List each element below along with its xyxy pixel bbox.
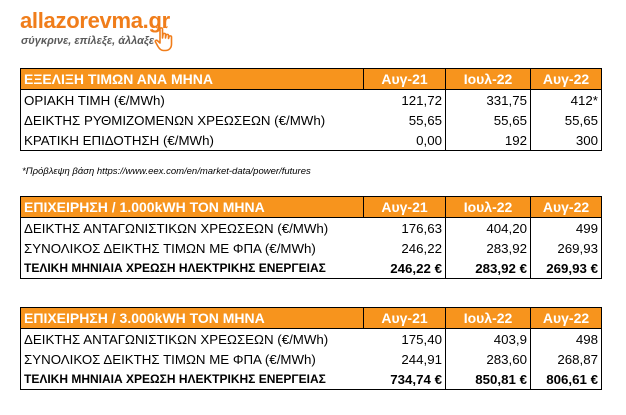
brand-logo: allazorevma.gr σύγκρινε, επίλεξε, άλλαξε <box>20 8 180 56</box>
cell-value: 499 <box>530 217 602 238</box>
brand-tagline: σύγκρινε, επίλεξε, άλλαξε <box>21 35 155 47</box>
cell-value: 121,72 <box>363 89 446 110</box>
cell-value: 0,00 <box>363 130 446 151</box>
business-3000kwh-table: ΕΠΙΧΕΙΡΗΣΗ / 3.000kWH ΤΟΝ ΜΗΝΑ Αυγ-21 Ιο… <box>20 307 602 390</box>
price-evolution-table: ΕΞΕΛΙΞΗ ΤΙΜΩΝ ΑΝΑ ΜΗΝΑ Αυγ-21 Ιουλ-22 Αυ… <box>20 68 602 151</box>
cell-value: 269,93 € <box>530 258 602 279</box>
row-label: ΣΥΝΟΛΙΚΟΣ ΔΕΙΚΤΗΣ ΤΙΜΩΝ ΜΕ ΦΠΑ (€/MWh) <box>20 349 364 369</box>
cell-value: 283,60 <box>445 349 531 369</box>
cell-value: 55,65 <box>445 110 531 130</box>
row-label: ΔΕΙΚΤΗΣ ΑΝΤΑΓΩΝΙΣΤΙΚΩΝ ΧΡΕΩΣΕΩΝ (€/MWh) <box>20 217 364 238</box>
table-row: ΣΥΝΟΛΙΚΟΣ ΔΕΙΚΤΗΣ ΤΙΜΩΝ ΜΕ ΦΠΑ (€/MWh) 2… <box>20 238 602 258</box>
table-title: ΕΠΙΧΕΙΡΗΣΗ / 3.000kWH ΤΟΝ ΜΗΝΑ <box>20 307 364 329</box>
row-label: ΣΥΝΟΛΙΚΟΣ ΔΕΙΚΤΗΣ ΤΙΜΩΝ ΜΕ ΦΠΑ (€/MWh) <box>20 238 364 258</box>
cell-value: 244,91 <box>363 349 446 369</box>
brand-name: allazorevma.gr <box>20 8 170 33</box>
table-row: ΔΕΙΚΤΗΣ ΡΥΘΜΙΖΟΜΕΝΩΝ ΧΡΕΩΣΕΩΝ (€/MWh) 55… <box>20 110 602 130</box>
cell-value: 300 <box>530 130 602 151</box>
period-header: Ιουλ-22 <box>445 68 531 90</box>
period-header: Αυγ-21 <box>363 68 446 90</box>
table-row: ΣΥΝΟΛΙΚΟΣ ΔΕΙΚΤΗΣ ΤΙΜΩΝ ΜΕ ΦΠΑ (€/MWh) 2… <box>20 349 602 369</box>
period-header: Ιουλ-22 <box>445 307 531 329</box>
table-header-row: ΕΞΕΛΙΞΗ ΤΙΜΩΝ ΑΝΑ ΜΗΝΑ Αυγ-21 Ιουλ-22 Αυ… <box>20 68 602 90</box>
table-header-row: ΕΠΙΧΕΙΡΗΣΗ / 1.000kWH ΤΟΝ ΜΗΝΑ Αυγ-21 Ιο… <box>20 196 602 218</box>
row-label: ΤΕΛΙΚΗ ΜΗΝΙΑΙΑ ΧΡΕΩΣΗ ΗΛΕΚΤΡΙΚΗΣ ΕΝΕΡΓΕΙ… <box>20 258 364 279</box>
row-label: ΔΕΙΚΤΗΣ ΡΥΘΜΙΖΟΜΕΝΩΝ ΧΡΕΩΣΕΩΝ (€/MWh) <box>20 110 364 130</box>
cell-value: 404,20 <box>445 217 531 238</box>
cell-value: 176,63 <box>363 217 446 238</box>
table-header-row: ΕΠΙΧΕΙΡΗΣΗ / 3.000kWH ΤΟΝ ΜΗΝΑ Αυγ-21 Ιο… <box>20 307 602 329</box>
total-row: ΤΕΛΙΚΗ ΜΗΝΙΑΙΑ ΧΡΕΩΣΗ ΗΛΕΚΤΡΙΚΗΣ ΕΝΕΡΓΕΙ… <box>20 258 602 279</box>
forecast-footnote: *Πρόβλεψη βάση https://www.eex.com/en/ma… <box>22 166 311 177</box>
row-label: ΚΡΑΤΙΚΗ ΕΠΙΔΟΤΗΣΗ (€/MWh) <box>20 130 364 151</box>
table-row: ΟΡΙΑΚΗ ΤΙΜΗ (€/MWh) 121,72 331,75 412* <box>20 89 602 110</box>
cell-value: 412* <box>530 89 602 110</box>
row-label: ΔΕΙΚΤΗΣ ΑΝΤΑΓΩΝΙΣΤΙΚΩΝ ΧΡΕΩΣΕΩΝ (€/MWh) <box>20 328 364 349</box>
cell-value: 283,92 <box>445 238 531 258</box>
row-label: ΟΡΙΑΚΗ ΤΙΜΗ (€/MWh) <box>20 89 364 110</box>
table-title: ΕΞΕΛΙΞΗ ΤΙΜΩΝ ΑΝΑ ΜΗΝΑ <box>20 68 364 90</box>
cell-value: 498 <box>530 328 602 349</box>
total-row: ΤΕΛΙΚΗ ΜΗΝΙΑΙΑ ΧΡΕΩΣΗ ΗΛΕΚΤΡΙΚΗΣ ΕΝΕΡΓΕΙ… <box>20 369 602 390</box>
cell-value: 403,9 <box>445 328 531 349</box>
cell-value: 175,40 <box>363 328 446 349</box>
period-header: Αυγ-22 <box>530 68 602 90</box>
cell-value: 246,22 <box>363 238 446 258</box>
cell-value: 246,22 € <box>363 258 446 279</box>
table-row: ΔΕΙΚΤΗΣ ΑΝΤΑΓΩΝΙΣΤΙΚΩΝ ΧΡΕΩΣΕΩΝ (€/MWh) … <box>20 328 602 349</box>
cell-value: 55,65 <box>530 110 602 130</box>
period-header: Αυγ-21 <box>363 196 446 218</box>
row-label: ΤΕΛΙΚΗ ΜΗΝΙΑΙΑ ΧΡΕΩΣΗ ΗΛΕΚΤΡΙΚΗΣ ΕΝΕΡΓΕΙ… <box>20 369 364 390</box>
pointing-hand-icon <box>154 26 173 52</box>
period-header: Αυγ-22 <box>530 196 602 218</box>
cell-value: 850,81 € <box>445 369 531 390</box>
table-title: ΕΠΙΧΕΙΡΗΣΗ / 1.000kWH ΤΟΝ ΜΗΝΑ <box>20 196 364 218</box>
cell-value: 268,87 <box>530 349 602 369</box>
period-header: Αυγ-22 <box>530 307 602 329</box>
cell-value: 192 <box>445 130 531 151</box>
cell-value: 55,65 <box>363 110 446 130</box>
cell-value: 283,92 € <box>445 258 531 279</box>
cell-value: 269,93 <box>530 238 602 258</box>
cell-value: 734,74 € <box>363 369 446 390</box>
table-row: ΚΡΑΤΙΚΗ ΕΠΙΔΟΤΗΣΗ (€/MWh) 0,00 192 300 <box>20 130 602 151</box>
table-row: ΔΕΙΚΤΗΣ ΑΝΤΑΓΩΝΙΣΤΙΚΩΝ ΧΡΕΩΣΕΩΝ (€/MWh) … <box>20 217 602 238</box>
period-header: Ιουλ-22 <box>445 196 531 218</box>
cell-value: 806,61 € <box>530 369 602 390</box>
cell-value: 331,75 <box>445 89 531 110</box>
business-1000kwh-table: ΕΠΙΧΕΙΡΗΣΗ / 1.000kWH ΤΟΝ ΜΗΝΑ Αυγ-21 Ιο… <box>20 196 602 279</box>
period-header: Αυγ-21 <box>363 307 446 329</box>
